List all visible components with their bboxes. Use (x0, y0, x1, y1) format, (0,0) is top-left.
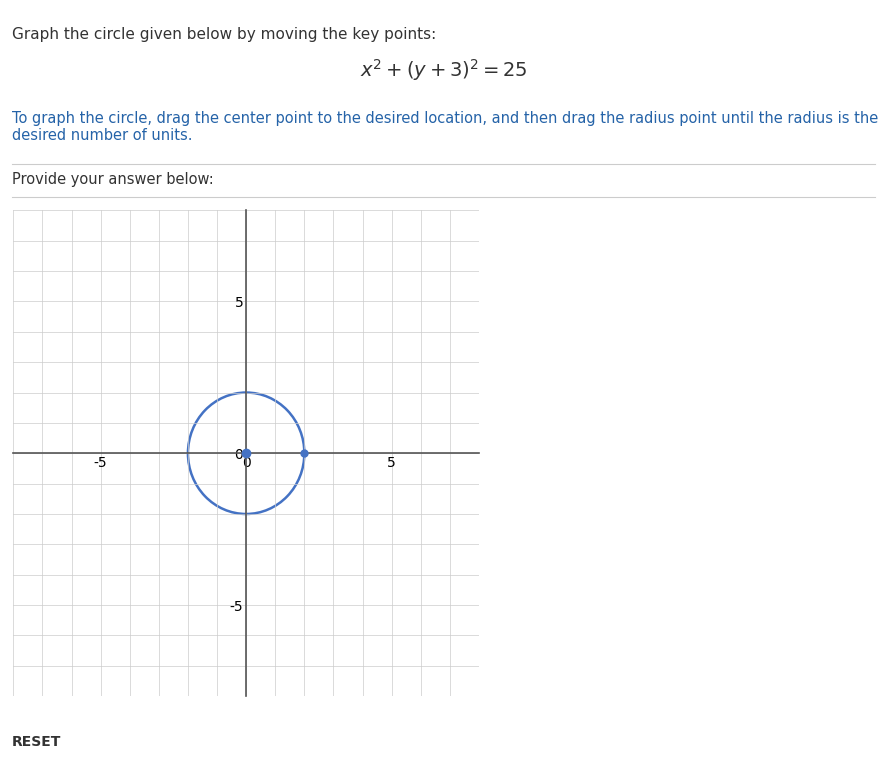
Text: $x^2 + (y + 3)^2 = 25$: $x^2 + (y + 3)^2 = 25$ (359, 57, 527, 83)
Text: To graph the circle, drag the center point to the desired location, and then dra: To graph the circle, drag the center poi… (12, 111, 877, 143)
Text: Graph the circle given below by moving the key points:: Graph the circle given below by moving t… (12, 27, 435, 42)
Text: RESET: RESET (12, 735, 61, 749)
Text: Provide your answer below:: Provide your answer below: (12, 172, 213, 187)
